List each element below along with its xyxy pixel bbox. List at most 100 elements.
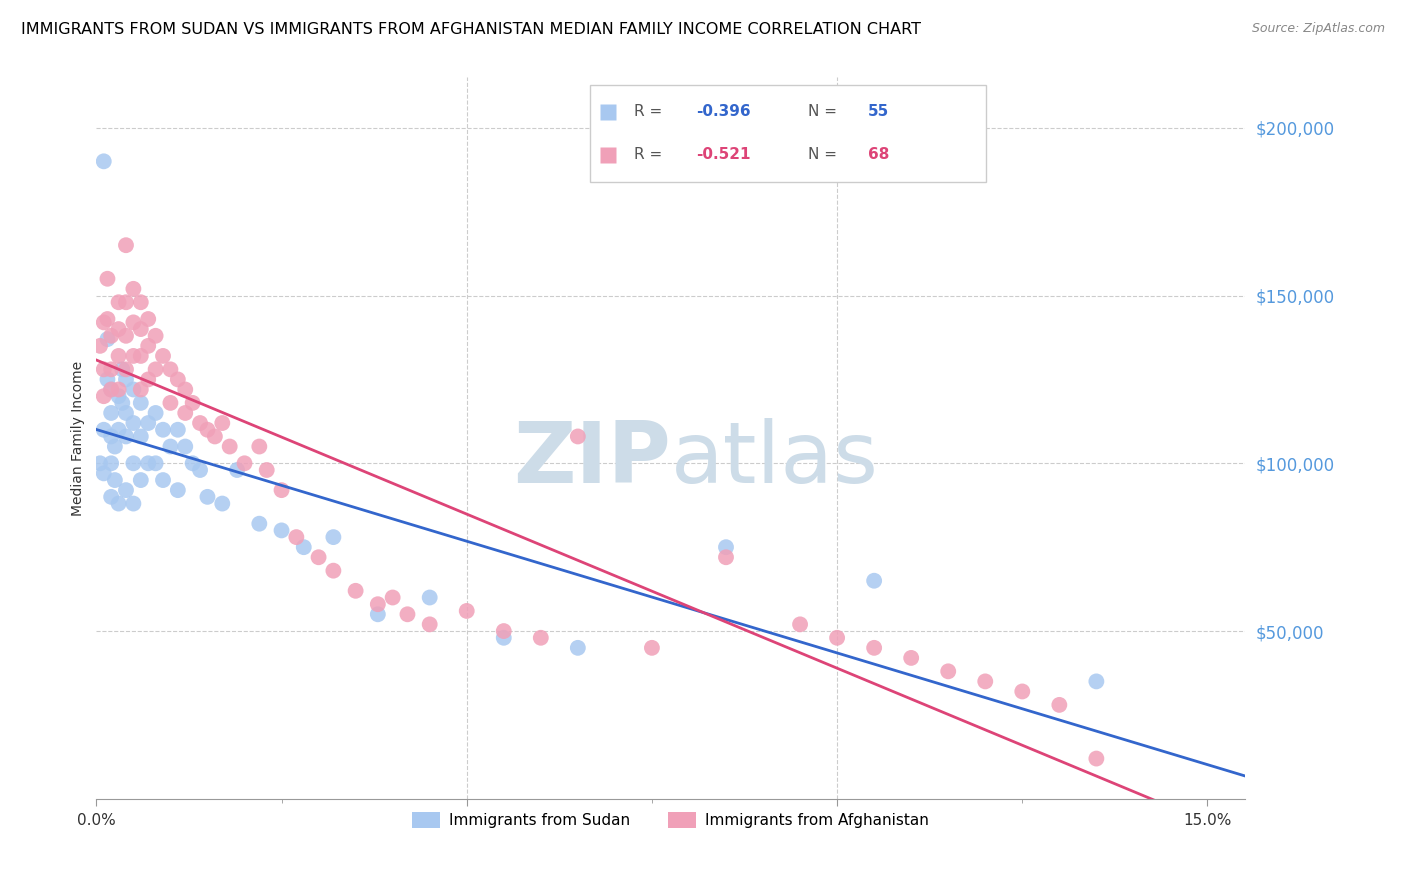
Point: [136, 312, 159, 326]
Point: [530, 631, 553, 645]
Point: [129, 473, 152, 487]
Text: IMMIGRANTS FROM SUDAN VS IMMIGRANTS FROM AFGHANISTAN MEDIAN FAMILY INCOME CORREL: IMMIGRANTS FROM SUDAN VS IMMIGRANTS FROM…: [21, 22, 921, 37]
Point: [936, 665, 959, 679]
Y-axis label: Median Family Income: Median Family Income: [72, 360, 86, 516]
Text: N =: N =: [808, 147, 842, 162]
Point: [96, 312, 118, 326]
Point: [122, 315, 145, 329]
Point: [567, 640, 589, 655]
Text: N =: N =: [808, 104, 842, 120]
Point: [166, 423, 188, 437]
Point: [93, 362, 115, 376]
Point: [122, 456, 145, 470]
Point: [322, 564, 344, 578]
Point: [115, 372, 138, 386]
Point: [188, 416, 211, 430]
Point: [145, 406, 167, 420]
Point: [115, 328, 138, 343]
Point: [825, 631, 848, 645]
Text: 55: 55: [868, 104, 889, 120]
Point: [115, 483, 138, 497]
Point: [181, 456, 204, 470]
Point: [396, 607, 419, 622]
Text: atlas: atlas: [671, 418, 879, 501]
Point: [381, 591, 404, 605]
Point: [159, 440, 181, 454]
Point: [789, 617, 811, 632]
Point: [1011, 684, 1033, 698]
Text: Source: ZipAtlas.com: Source: ZipAtlas.com: [1251, 22, 1385, 36]
Point: [129, 295, 152, 310]
Point: [174, 406, 197, 420]
Text: -0.521: -0.521: [696, 147, 751, 162]
Point: [974, 674, 997, 689]
Point: [115, 406, 138, 420]
Text: 68: 68: [868, 147, 890, 162]
Point: [129, 396, 152, 410]
Point: [107, 349, 129, 363]
Point: [166, 483, 188, 497]
Point: [122, 416, 145, 430]
Point: [1085, 751, 1108, 765]
Point: [492, 631, 515, 645]
Point: [181, 396, 204, 410]
Point: [197, 490, 219, 504]
Point: [256, 463, 278, 477]
Point: [93, 315, 115, 329]
Point: [159, 362, 181, 376]
Point: [285, 530, 308, 544]
Point: [714, 550, 737, 565]
Point: [322, 530, 344, 544]
Point: [100, 383, 122, 397]
Point: [100, 429, 122, 443]
Point: [107, 295, 129, 310]
Point: [93, 467, 115, 481]
Point: [115, 429, 138, 443]
Point: [89, 339, 111, 353]
Point: [107, 497, 129, 511]
Point: [89, 456, 111, 470]
Point: [211, 497, 233, 511]
Point: [204, 429, 226, 443]
Point: [100, 406, 122, 420]
Point: [247, 440, 270, 454]
Point: [136, 372, 159, 386]
Point: [104, 473, 127, 487]
Point: [145, 456, 167, 470]
Point: [641, 640, 664, 655]
Point: [129, 322, 152, 336]
Point: [93, 154, 115, 169]
Point: [100, 362, 122, 376]
Point: [863, 574, 886, 588]
Point: [129, 429, 152, 443]
Point: [122, 282, 145, 296]
Point: [145, 328, 167, 343]
Point: [174, 383, 197, 397]
Point: [159, 396, 181, 410]
Point: [211, 416, 233, 430]
Point: [1085, 674, 1108, 689]
Point: [863, 640, 886, 655]
Point: [104, 440, 127, 454]
Point: [188, 463, 211, 477]
Point: [122, 383, 145, 397]
Point: [367, 597, 389, 611]
Point: [247, 516, 270, 531]
Point: [456, 604, 478, 618]
Point: [100, 328, 122, 343]
Point: [129, 349, 152, 363]
Point: [115, 362, 138, 376]
Point: [567, 429, 589, 443]
Point: [107, 423, 129, 437]
Point: [270, 483, 292, 497]
Point: [233, 456, 256, 470]
Point: [100, 490, 122, 504]
Point: [107, 322, 129, 336]
Text: -0.396: -0.396: [696, 104, 751, 120]
Point: [292, 540, 315, 554]
Point: [492, 624, 515, 638]
Point: [152, 473, 174, 487]
Point: [218, 440, 240, 454]
Point: [1047, 698, 1070, 712]
Point: [152, 349, 174, 363]
